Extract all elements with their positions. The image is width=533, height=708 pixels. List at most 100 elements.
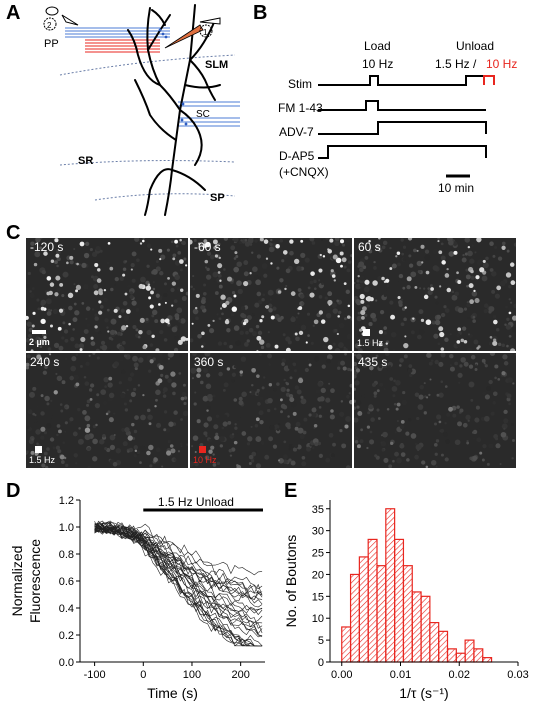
background-speck bbox=[406, 458, 410, 462]
background-speck bbox=[337, 279, 341, 283]
background-speck bbox=[64, 357, 68, 360]
bouton-punctum bbox=[174, 239, 178, 244]
background-speck bbox=[219, 444, 223, 448]
background-speck bbox=[90, 275, 94, 279]
background-speck bbox=[179, 442, 183, 446]
bouton-punctum bbox=[329, 238, 334, 243]
bouton-punctum bbox=[355, 368, 361, 373]
background-speck bbox=[218, 284, 223, 289]
bouton-trace bbox=[94, 520, 263, 628]
background-speck bbox=[362, 320, 368, 325]
bouton-punctum bbox=[425, 465, 429, 468]
background-speck bbox=[27, 271, 31, 276]
background-speck bbox=[410, 330, 415, 335]
background-speck bbox=[236, 261, 243, 267]
background-speck bbox=[285, 336, 291, 342]
background-speck bbox=[181, 391, 187, 397]
bouton-punctum bbox=[323, 336, 329, 343]
histogram-bar bbox=[411, 591, 422, 663]
bouton-punctum bbox=[423, 294, 429, 300]
background-speck bbox=[95, 245, 101, 252]
bouton-punctum bbox=[344, 424, 349, 429]
background-speck bbox=[103, 297, 108, 303]
background-speck bbox=[127, 376, 133, 382]
bouton-punctum bbox=[225, 300, 230, 306]
sr-label: SR bbox=[78, 155, 93, 167]
background-speck bbox=[183, 341, 188, 345]
background-speck bbox=[449, 366, 455, 372]
bouton-punctum bbox=[359, 293, 365, 300]
bouton-punctum bbox=[330, 409, 334, 413]
background-speck bbox=[281, 362, 285, 366]
bouton-punctum bbox=[220, 294, 226, 300]
bouton-punctum bbox=[89, 397, 93, 401]
background-speck bbox=[146, 408, 151, 413]
bouton-punctum bbox=[69, 255, 74, 260]
micrograph-image bbox=[354, 238, 516, 351]
background-speck bbox=[446, 412, 451, 417]
background-speck bbox=[496, 328, 500, 332]
background-speck bbox=[253, 274, 259, 281]
bouton-punctum bbox=[439, 331, 445, 338]
background-speck bbox=[444, 457, 449, 462]
protocol-timeline: Load 10 Hz Unload 1.5 Hz / 10 Hz Stim FM… bbox=[278, 39, 517, 195]
background-speck bbox=[354, 353, 357, 357]
bouton-punctum bbox=[453, 250, 458, 255]
background-speck bbox=[452, 413, 457, 418]
background-speck bbox=[373, 266, 377, 270]
background-speck bbox=[233, 325, 240, 331]
background-speck bbox=[354, 380, 360, 386]
background-speck bbox=[357, 331, 363, 338]
background-speck bbox=[90, 383, 95, 388]
background-speck bbox=[488, 443, 494, 449]
background-speck bbox=[297, 288, 302, 292]
background-speck bbox=[444, 308, 450, 313]
background-speck bbox=[84, 415, 91, 422]
background-speck bbox=[40, 435, 45, 440]
bouton-trace bbox=[94, 525, 263, 614]
background-speck bbox=[408, 418, 412, 422]
background-speck bbox=[423, 287, 426, 290]
background-speck bbox=[444, 422, 447, 425]
bouton-punctum bbox=[270, 262, 273, 265]
bouton-punctum bbox=[40, 318, 46, 325]
background-speck bbox=[118, 356, 125, 362]
background-speck bbox=[92, 438, 98, 445]
bouton-punctum bbox=[357, 274, 360, 278]
bouton-punctum bbox=[361, 316, 365, 320]
bouton-punctum bbox=[421, 261, 424, 264]
background-speck bbox=[230, 245, 236, 251]
background-speck bbox=[483, 362, 486, 365]
background-speck bbox=[261, 263, 268, 269]
background-speck bbox=[172, 391, 176, 396]
background-speck bbox=[327, 291, 333, 297]
background-speck bbox=[146, 264, 150, 268]
background-speck bbox=[383, 293, 387, 297]
background-speck bbox=[126, 388, 129, 392]
background-speck bbox=[70, 337, 75, 342]
bouton-punctum bbox=[59, 282, 64, 287]
background-speck bbox=[172, 253, 177, 258]
background-speck bbox=[392, 394, 396, 398]
background-speck bbox=[160, 373, 164, 377]
background-speck bbox=[206, 251, 212, 256]
background-speck bbox=[239, 373, 243, 377]
background-speck bbox=[370, 346, 376, 351]
background-speck bbox=[237, 288, 243, 295]
background-speck bbox=[429, 284, 433, 288]
background-speck bbox=[203, 431, 208, 436]
background-speck bbox=[433, 442, 438, 447]
background-speck bbox=[301, 302, 305, 306]
background-speck bbox=[36, 298, 40, 302]
histogram-bar bbox=[473, 648, 484, 663]
bouton-punctum bbox=[501, 371, 506, 376]
background-speck bbox=[472, 315, 476, 319]
background-speck bbox=[290, 401, 297, 408]
background-speck bbox=[260, 345, 265, 350]
slm-label: SLM bbox=[205, 59, 228, 71]
background-speck bbox=[243, 260, 249, 266]
histogram-bar bbox=[385, 508, 396, 663]
bouton-punctum bbox=[214, 435, 220, 441]
bouton-punctum bbox=[76, 262, 79, 266]
bouton-punctum bbox=[40, 426, 46, 432]
